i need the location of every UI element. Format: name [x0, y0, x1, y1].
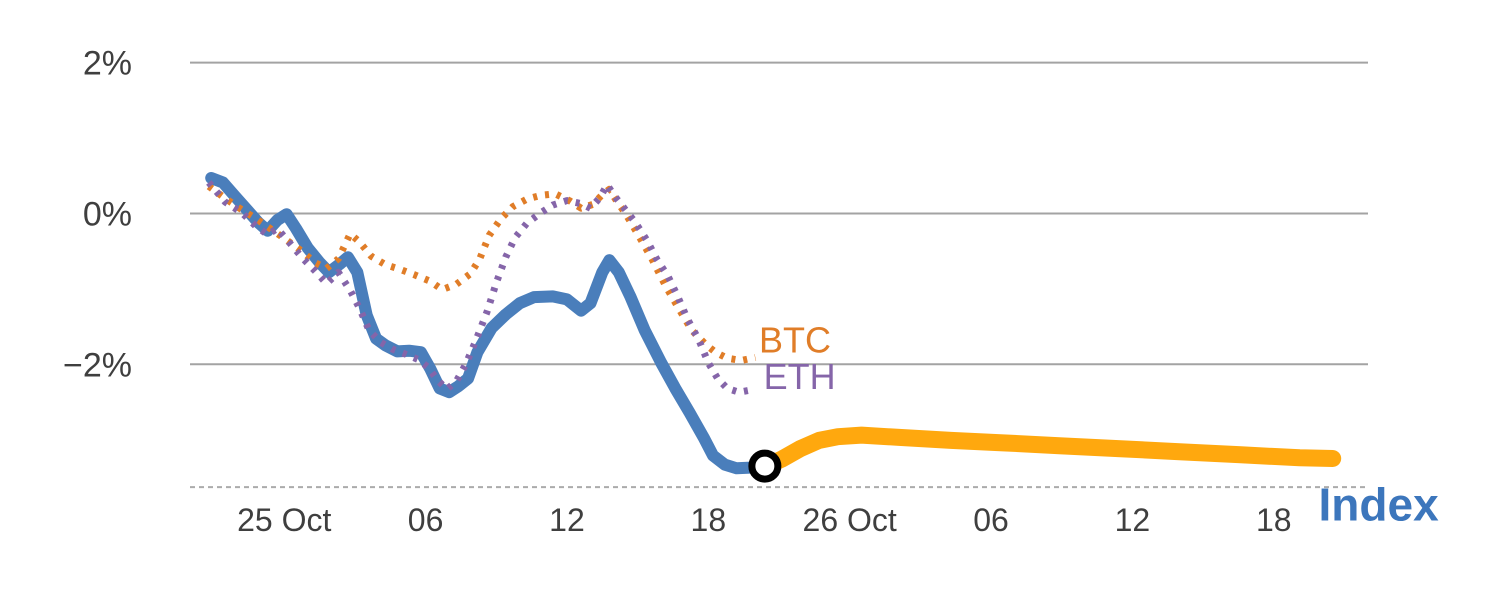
series-line-btc — [206, 183, 757, 364]
x-tick-label-1: 06 — [408, 502, 444, 538]
y-tick-label-1: 0% — [83, 195, 132, 233]
y-tick-label-0: 2% — [83, 45, 132, 83]
btc-series-label: BTC — [759, 320, 831, 361]
eth-series-label: ETH — [764, 356, 836, 397]
current-point-marker — [748, 449, 782, 483]
x-tick-label-5: 06 — [973, 502, 1009, 538]
x-tick-label-6: 12 — [1115, 502, 1151, 538]
series-line-index-continuation — [756, 426, 1342, 476]
y-tick-label-2: −2% — [63, 346, 132, 384]
index-series-label: Index — [1319, 478, 1440, 530]
series-line-index-history — [205, 172, 771, 475]
x-tick-label-2: 12 — [549, 502, 585, 538]
x-tick-label-0: 25 Oct — [237, 502, 331, 538]
x-tick-label-3: 18 — [691, 502, 727, 538]
x-tick-label-4: 26 Oct — [803, 502, 897, 538]
x-tick-label-7: 18 — [1256, 502, 1292, 538]
